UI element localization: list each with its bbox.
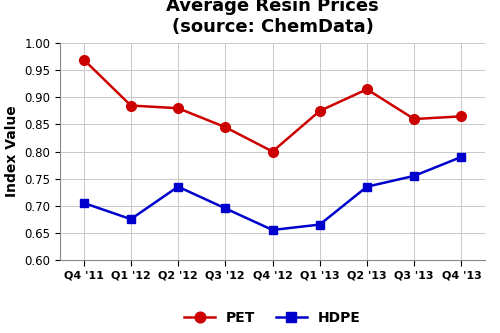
HDPE: [411, 174, 417, 178]
PET: [80, 58, 86, 62]
Title: Average Resin Prices
(source: ChemData): Average Resin Prices (source: ChemData): [166, 0, 379, 36]
PET: [175, 106, 181, 110]
Line: HDPE: HDPE: [80, 153, 466, 234]
HDPE: [222, 206, 228, 210]
Legend: PET, HDPE: PET, HDPE: [178, 306, 366, 331]
HDPE: [80, 201, 86, 205]
PET: [316, 109, 322, 113]
Line: PET: PET: [79, 55, 466, 157]
PET: [458, 114, 464, 118]
PET: [364, 87, 370, 91]
PET: [411, 117, 417, 121]
PET: [270, 150, 276, 154]
PET: [128, 104, 134, 108]
HDPE: [364, 185, 370, 189]
HDPE: [128, 217, 134, 221]
PET: [222, 125, 228, 129]
HDPE: [175, 185, 181, 189]
HDPE: [316, 222, 322, 226]
Y-axis label: Index Value: Index Value: [4, 106, 18, 197]
HDPE: [270, 228, 276, 232]
HDPE: [458, 155, 464, 159]
